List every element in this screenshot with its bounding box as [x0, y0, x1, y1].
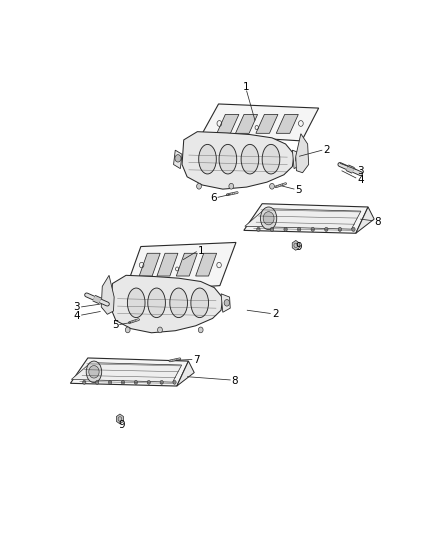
Ellipse shape	[191, 288, 208, 318]
Circle shape	[198, 327, 203, 333]
Circle shape	[295, 156, 301, 163]
Text: 3: 3	[74, 302, 80, 312]
Text: 8: 8	[231, 376, 238, 386]
Circle shape	[311, 227, 314, 231]
Ellipse shape	[170, 288, 187, 318]
Polygon shape	[101, 276, 114, 314]
Polygon shape	[196, 253, 217, 276]
Text: 8: 8	[374, 217, 381, 227]
Polygon shape	[276, 115, 298, 133]
Circle shape	[197, 183, 201, 189]
Polygon shape	[244, 204, 368, 233]
Circle shape	[263, 212, 274, 225]
Polygon shape	[139, 253, 160, 276]
Text: 7: 7	[193, 356, 200, 365]
Text: 9: 9	[295, 243, 302, 253]
Polygon shape	[173, 150, 182, 168]
Circle shape	[173, 381, 176, 384]
Text: 4: 4	[74, 311, 80, 321]
Polygon shape	[245, 208, 361, 229]
Circle shape	[352, 227, 355, 231]
Text: 9: 9	[119, 420, 125, 430]
Text: 1: 1	[198, 246, 204, 256]
Polygon shape	[71, 358, 188, 386]
Polygon shape	[292, 240, 299, 251]
Ellipse shape	[199, 144, 216, 174]
Polygon shape	[293, 150, 301, 168]
Circle shape	[121, 381, 124, 384]
Text: 5: 5	[295, 185, 302, 195]
Polygon shape	[182, 132, 294, 189]
Text: 2: 2	[272, 309, 279, 319]
Ellipse shape	[86, 361, 102, 383]
Polygon shape	[157, 253, 178, 276]
Ellipse shape	[241, 144, 259, 174]
Circle shape	[270, 227, 274, 231]
Circle shape	[175, 155, 181, 162]
Circle shape	[270, 183, 274, 189]
Circle shape	[83, 381, 86, 384]
Polygon shape	[111, 276, 223, 333]
Circle shape	[147, 381, 150, 384]
Polygon shape	[71, 362, 182, 382]
Text: 1: 1	[243, 82, 250, 92]
Circle shape	[284, 227, 287, 231]
Text: 2: 2	[323, 145, 330, 155]
Polygon shape	[296, 134, 309, 173]
Circle shape	[325, 227, 328, 231]
Ellipse shape	[261, 207, 277, 230]
Polygon shape	[217, 115, 239, 133]
Circle shape	[158, 327, 162, 333]
Polygon shape	[221, 294, 230, 312]
Circle shape	[104, 298, 110, 306]
Polygon shape	[236, 115, 258, 133]
Polygon shape	[201, 104, 319, 141]
Circle shape	[134, 381, 138, 384]
Circle shape	[338, 227, 342, 231]
Circle shape	[160, 381, 163, 384]
Circle shape	[229, 183, 233, 189]
Polygon shape	[117, 414, 124, 424]
Circle shape	[257, 227, 260, 231]
Text: 6: 6	[210, 193, 217, 203]
Text: 5: 5	[112, 320, 119, 330]
Circle shape	[109, 381, 112, 384]
Polygon shape	[177, 253, 197, 276]
Polygon shape	[356, 207, 374, 233]
Ellipse shape	[262, 144, 280, 174]
Text: 4: 4	[357, 175, 364, 185]
Polygon shape	[256, 115, 278, 133]
Ellipse shape	[148, 288, 166, 318]
Polygon shape	[177, 361, 194, 386]
Text: 3: 3	[357, 166, 364, 176]
Circle shape	[224, 300, 230, 306]
Circle shape	[297, 227, 301, 231]
Polygon shape	[125, 243, 236, 292]
Ellipse shape	[127, 288, 145, 318]
Polygon shape	[102, 294, 111, 312]
Circle shape	[89, 366, 99, 378]
Circle shape	[125, 327, 130, 333]
Circle shape	[95, 381, 99, 384]
Ellipse shape	[219, 144, 237, 174]
